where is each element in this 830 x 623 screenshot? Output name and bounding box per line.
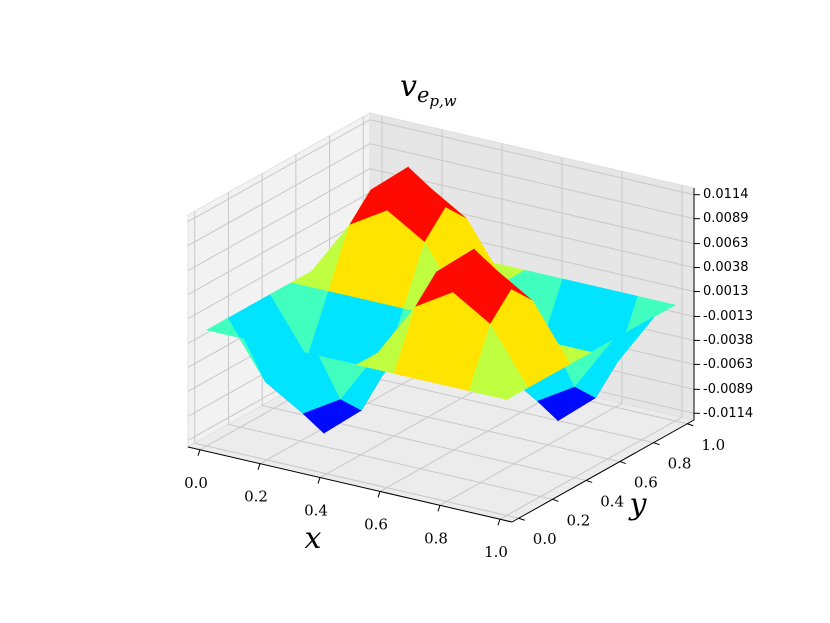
x-tick-label: 0.0	[184, 474, 208, 492]
grid-line	[369, 119, 695, 196]
y-tick-label: 0.6	[634, 474, 658, 492]
grid-line	[187, 192, 371, 296]
grid-line	[187, 168, 371, 272]
z-tick-label: -0.0038	[703, 333, 753, 348]
y-tick-label: 1.0	[701, 436, 725, 454]
title-subsub: p,w	[429, 92, 456, 110]
title-main: v	[400, 69, 417, 104]
surface-patch	[468, 323, 529, 400]
z-tick-label: -0.0063	[703, 357, 753, 372]
grid-line	[369, 168, 695, 245]
axis-line	[187, 446, 513, 523]
surface	[205, 166, 677, 434]
y-tick-label: 0.2	[567, 511, 591, 529]
y-tick-label: 0.8	[668, 455, 692, 473]
y-tick	[687, 423, 694, 427]
x-tick	[257, 463, 261, 470]
z-tick-label: -0.0089	[703, 382, 753, 397]
x-tick	[317, 477, 321, 484]
grid-line	[194, 442, 519, 519]
z-tick-label: 0.0063	[703, 236, 749, 251]
x-tick-label: 0.8	[424, 529, 448, 547]
y-tick-label: 0.4	[600, 492, 624, 510]
y-tick	[585, 479, 593, 483]
y-axis-label: y	[628, 487, 648, 522]
x-tick	[197, 449, 201, 456]
grid-line	[439, 402, 623, 506]
y-tick-label: 0.0	[533, 530, 557, 548]
grid-line	[379, 389, 563, 492]
grid-line	[187, 216, 371, 319]
x-tick	[437, 505, 441, 512]
grid-line	[329, 367, 654, 444]
grid-line	[187, 143, 371, 247]
x-axis-label: x	[305, 521, 322, 556]
x-tick-label: 0.6	[364, 515, 388, 533]
z-tick-label: 0.0089	[703, 211, 749, 226]
grid-line	[369, 143, 695, 220]
y-tick	[653, 442, 660, 446]
grid-line	[228, 423, 553, 500]
z-tick-label: -0.0013	[703, 309, 753, 324]
axis-line	[511, 419, 695, 523]
x-tick	[497, 519, 501, 526]
grid-line	[319, 375, 503, 478]
grid-line	[499, 416, 683, 520]
x-tick-label: 0.2	[244, 488, 268, 506]
z-tick-label: 0.0114	[703, 187, 749, 202]
title-sub: e	[417, 83, 429, 107]
chart-title: vep,w	[400, 69, 457, 110]
z-tick-label: 0.0013	[703, 284, 749, 299]
z-tick-label: 0.0038	[703, 260, 749, 275]
y-tick	[518, 517, 525, 521]
y-tick	[552, 498, 559, 502]
x-tick-label: 0.4	[304, 502, 328, 520]
grid-line	[187, 119, 371, 223]
y-tick	[619, 461, 627, 465]
x-tick-label: 1.0	[484, 543, 508, 561]
axes: 0.0 0.2 0.4 0.6 0.8 1.0 0.0 0.2 0.4 0.6 0.8 1.0 -0.0…	[184, 187, 753, 561]
x-tick	[377, 491, 381, 498]
z-tick-label: -0.0114	[703, 406, 753, 421]
